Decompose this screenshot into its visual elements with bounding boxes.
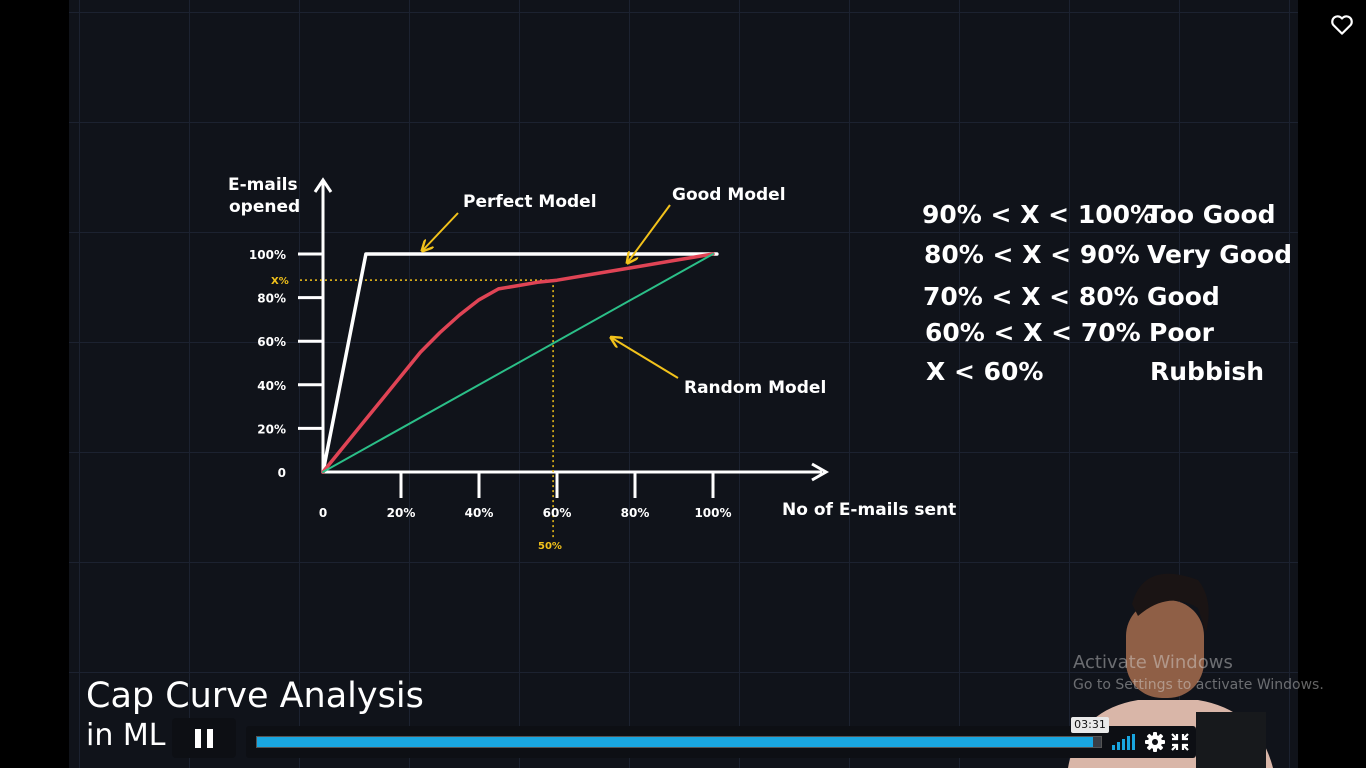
good-model-line [321,252,715,474]
x-tick-label: 80% [621,506,650,520]
video-subtitle: in ML [86,718,166,753]
random-model-line [322,253,714,473]
x-tick-label: 20% [387,506,416,520]
y-tick-label: 40% [257,379,286,393]
threshold-condition: 70% < X < 80% [923,282,1139,311]
threshold-condition: 60% < X < 70% [925,318,1141,347]
threshold-rating: Very Good [1147,240,1293,269]
video-frame [69,0,1298,768]
threshold-row: 90% < X < 100% Too Good [922,200,1302,240]
threshold-rating: Too Good [1146,200,1276,229]
random-model-arrow [612,338,679,379]
exit-fullscreen-icon[interactable] [1171,733,1189,751]
threshold-row: 80% < X < 90% Very Good [922,240,1302,280]
series-label: Good Model [672,185,786,205]
threshold-rating: Good [1147,282,1220,311]
threshold-row: 60% < X < 70% Poor [922,318,1302,358]
y-tick-label: 20% [257,422,286,436]
threshold-rating: Poor [1149,318,1215,347]
activate-windows-watermark: Activate Windows Go to Settings to activ… [1073,652,1324,693]
series-label: Perfect Model [463,192,597,212]
x-tick-label: 40% [465,506,494,520]
video-title: Cap Curve Analysis [86,676,424,716]
perfect-model-arrow [423,212,459,250]
y-axis-arrowhead [313,177,333,193]
watermark-line1: Activate Windows [1073,652,1233,673]
watermark-line2: Go to Settings to activate Windows. [1073,677,1324,693]
progress-fill [257,737,1093,747]
x-marker-label: X% [271,276,289,287]
threshold-row: X < 60% Rubbish [922,357,1302,397]
label-arrows [423,204,679,379]
threshold-row: 70% < X < 80% Good [922,282,1302,322]
y-axis-title: opened [229,197,300,217]
perfect-model-line [321,252,719,474]
y-tick-label: 80% [257,292,286,306]
video-controls [246,726,1196,758]
y-tick-label: 100% [249,248,286,262]
gear-icon[interactable] [1145,732,1165,752]
x-tick-label: 60% [543,506,572,520]
heart-icon[interactable] [1329,12,1355,38]
time-tooltip: 03:31 [1071,717,1109,733]
y-tick-label: 0 [278,466,286,480]
y-tick-label: 60% [257,335,286,349]
progress-bar[interactable] [256,736,1102,748]
threshold-condition: X < 60% [926,357,1044,386]
y-axis-title: E-mails [228,175,298,195]
threshold-condition: 80% < X < 90% [924,240,1140,269]
pause-button[interactable] [172,718,236,758]
x-axis-arrowhead [811,462,830,482]
threshold-rating: Rubbish [1150,357,1265,386]
x-cut-label: 50% [538,541,562,552]
series-label: Random Model [684,378,826,398]
x-axis-title: No of E-mails sent [782,500,956,520]
threshold-condition: 90% < X < 100% [922,200,1156,229]
x-tick-label: 0 [319,506,327,520]
volume-icon[interactable] [1112,734,1136,750]
x-tick-label: 100% [694,506,731,520]
good-model-arrow [628,204,671,262]
